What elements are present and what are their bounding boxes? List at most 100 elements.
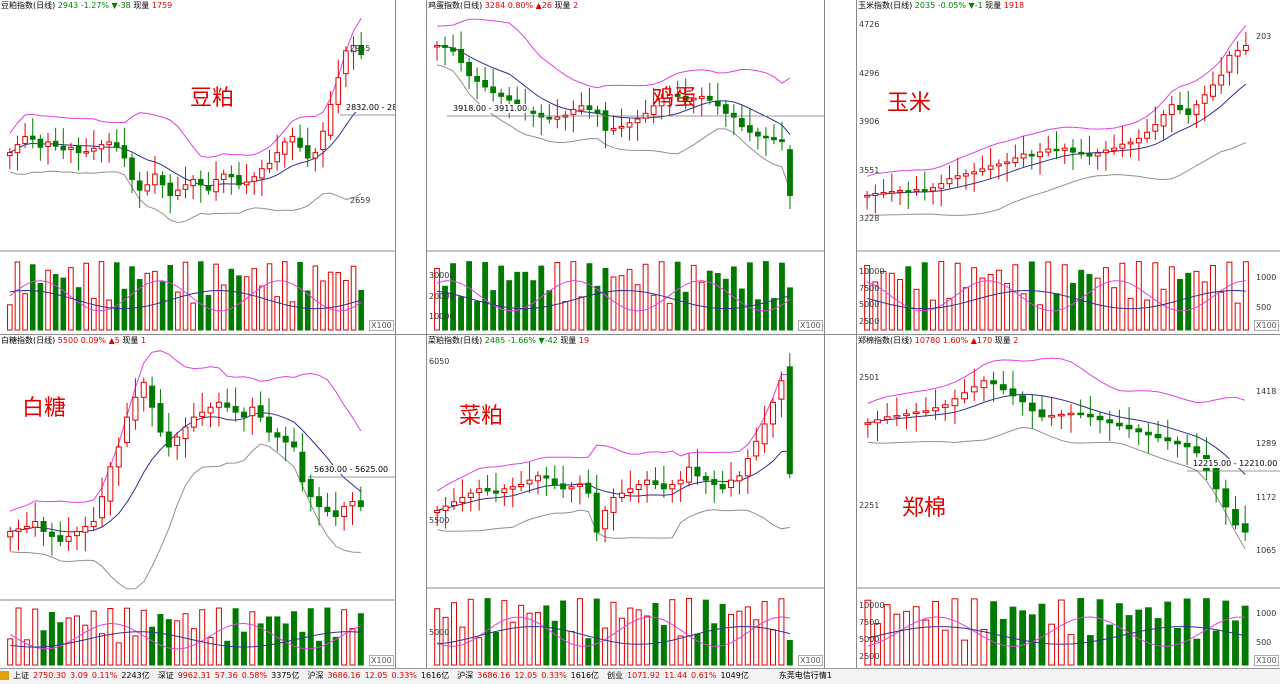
volume-bar <box>576 598 583 666</box>
candle-body <box>23 525 30 530</box>
volume-bar <box>312 265 319 331</box>
volume-bar <box>23 639 30 666</box>
volume-bar <box>660 624 667 666</box>
volume-bar <box>888 272 895 331</box>
candle-body <box>466 61 473 77</box>
volume-bar <box>190 628 197 666</box>
candle-body <box>979 168 986 172</box>
candle-body <box>98 144 105 150</box>
price-axis-tick: 1172 <box>1256 493 1277 502</box>
candle-body <box>358 45 364 56</box>
instrument-name: 鸡蛋指数(日线) <box>428 1 483 10</box>
chart-panel-corn[interactable]: 玉米指数(日线) 2035 -0.05% ▼-1 现量 1918 玉米 4726 42… <box>857 0 1280 334</box>
candle-body <box>297 137 303 148</box>
candle-body <box>1086 153 1093 157</box>
candle-body <box>954 175 961 179</box>
candlestick-chart[interactable] <box>427 0 824 334</box>
candlestick-chart[interactable] <box>857 0 1280 334</box>
candlestick-chart[interactable] <box>0 0 395 334</box>
candle-body <box>167 182 174 197</box>
volume-bar <box>1096 599 1104 666</box>
chart-panel-soymeal[interactable]: 豆粕指数(日线) 2943 -1.27% ▼-38 现量 1759 豆粕 2832.… <box>0 0 395 334</box>
candle-body <box>594 109 601 114</box>
candlestick-chart[interactable] <box>427 335 824 668</box>
index-quote[interactable]: 深证 9962.31 57.36 0.58% 3375亿 <box>158 671 304 680</box>
candle-body <box>551 478 558 486</box>
volume-ma-line <box>866 280 1246 312</box>
volume-bar <box>719 603 726 666</box>
volume-bar <box>1154 618 1162 666</box>
candle-body <box>182 184 189 190</box>
volume-ma-line <box>867 626 1246 645</box>
candle-body <box>1164 437 1172 442</box>
candle-body <box>1020 153 1027 159</box>
candle-body <box>207 406 214 414</box>
index-name: 上证 <box>13 671 29 680</box>
volume-bar <box>450 602 458 666</box>
candle-body <box>144 184 151 192</box>
candle-body <box>124 416 131 443</box>
candle-body <box>1154 433 1162 439</box>
index-quote[interactable]: 沪深 3686.16 12.05 0.33% 1616亿 <box>457 671 603 680</box>
volume-ma-line <box>437 626 790 645</box>
volume-bar <box>332 636 339 666</box>
candle-body <box>905 190 912 193</box>
volume-bar <box>265 616 272 666</box>
candle-body <box>52 140 59 147</box>
volume-axis-tick: 20000 <box>429 292 455 301</box>
volume-bar <box>509 621 516 666</box>
volume-bar <box>297 261 303 331</box>
price-axis-tick: 1065 <box>1256 546 1277 555</box>
index-quote[interactable]: 创业 1071.92 11.44 0.61% 1049亿 <box>607 671 753 680</box>
market-icon[interactable] <box>0 671 9 680</box>
volume-axis-tick: 5000 <box>859 300 880 309</box>
volume-bar <box>690 264 697 331</box>
candle-body <box>434 509 441 514</box>
index-name: 沪深 <box>307 671 324 680</box>
candlestick-chart[interactable] <box>857 335 1280 668</box>
volume-bar <box>341 609 348 666</box>
candle-body <box>669 484 676 490</box>
volume-bar <box>149 626 156 666</box>
candle-body <box>660 483 667 490</box>
chart-panel-rapemeal[interactable]: 菜粕指数(日线) 2485 -1.66% ▼-42 现量 19 菜粕 6050 550… <box>427 335 824 668</box>
volume-bar <box>144 272 151 331</box>
candlestick-chart[interactable] <box>0 335 395 668</box>
index-quote[interactable]: 上证 2750.30 3.09 0.11% 2243亿 <box>13 671 154 680</box>
index-quote[interactable]: 沪深 3686.16 12.05 0.33% 1616亿 <box>307 671 453 680</box>
candle-body <box>543 475 550 479</box>
volume-bar <box>1111 287 1118 331</box>
chart-panel-cotton[interactable]: 郑棉指数(日线) 10780 1.60% ▲170 现量 2 郑棉 12215.00… <box>857 335 1280 668</box>
candle-body <box>706 95 713 101</box>
candle-body <box>40 520 47 532</box>
volume-bar <box>224 640 231 666</box>
candle-body <box>37 138 44 148</box>
candle-body <box>970 386 978 393</box>
candle-body <box>778 380 785 400</box>
volume-bar <box>506 280 513 331</box>
volume-bar <box>644 615 651 666</box>
volume-ma-line <box>866 289 1246 310</box>
candle-body <box>694 466 701 477</box>
candle-body <box>610 127 617 131</box>
chart-panel-egg[interactable]: 鸡蛋指数(日线) 3284 0.80% ▲26 现量 2 鸡蛋 3918.00 - … <box>427 0 824 334</box>
candle-body <box>224 402 231 408</box>
volume-bar <box>316 640 323 666</box>
candle-body <box>554 116 561 120</box>
index-percent: 0.33% <box>391 671 417 680</box>
candle-body <box>467 492 474 498</box>
volume-bar <box>289 301 296 331</box>
volume-bar <box>999 618 1007 666</box>
volume-bar <box>980 628 988 666</box>
volume-bar <box>518 604 525 666</box>
volume-bar <box>1160 288 1167 331</box>
candle-body <box>897 190 904 193</box>
candle-body <box>690 97 697 101</box>
volume-bar <box>75 287 82 331</box>
volume-axis-tick: 1000 <box>1256 609 1277 618</box>
chart-panel-sugar[interactable]: 白糖指数(日线) 5500 0.09% ▲5 现量 1 白糖 5630.00 - 5… <box>0 335 395 668</box>
volume-bar <box>335 272 342 331</box>
price-axis-tick: 2955 <box>350 44 371 53</box>
volume-bar <box>686 598 693 666</box>
volume-bar <box>106 299 112 331</box>
